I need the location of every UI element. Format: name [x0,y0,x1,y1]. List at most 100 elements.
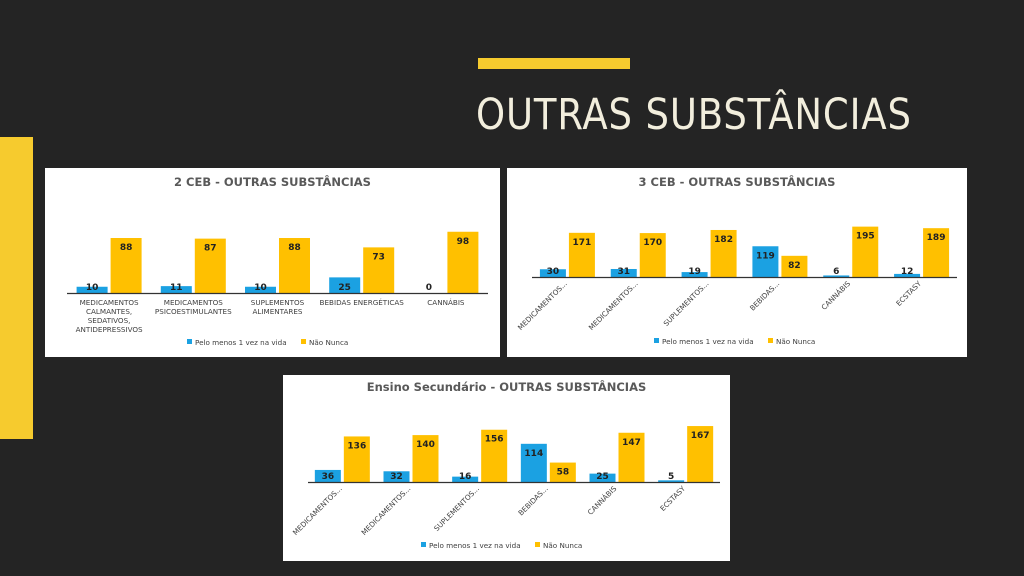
data-label: 12 [901,267,914,277]
bar-nao-nunca [852,226,879,277]
bar-nao-nunca [923,228,950,277]
category-label: ECSTASY [658,484,687,513]
bar-nao-nunca [194,238,226,293]
data-label: 119 [756,251,775,261]
bar-pelo-menos [245,286,276,293]
bar-nao-nunca [549,462,576,482]
data-label: 88 [288,243,301,253]
accent-bar-top [478,58,630,69]
legend-label: Não Nunca [543,541,582,550]
bar-pelo-menos [752,246,779,277]
chart-title: 3 CEB - OUTRAS SUBSTÂNCIAS [639,174,836,189]
legend-label: Pelo menos 1 vez na vida [195,338,287,347]
slide-title: OUTRAS SUBSTÂNCIAS [476,90,912,140]
category-label: MEDICAMENTOS... [291,484,344,537]
bar-pelo-menos [383,471,410,482]
bar-pelo-menos [329,277,361,293]
bar-pelo-menos [823,275,850,277]
category-label: CANNÁBIS [819,279,852,312]
bar-pelo-menos [314,469,341,482]
bar-nao-nunca [639,233,666,277]
legend-swatch [654,338,659,343]
category-label: MEDICAMENTOS... [587,279,640,332]
bar-nao-nunca [568,232,595,277]
data-label: 30 [547,267,560,277]
bar-pelo-menos [610,268,637,277]
data-label: 58 [557,468,570,478]
bar-pelo-menos [160,286,192,293]
data-label: 0 [426,283,432,293]
bar-nao-nunca [618,432,645,482]
legend-label: Não Nunca [776,337,815,346]
data-label: 6 [833,267,839,277]
category-label: BEBIDAS... [748,279,781,312]
bar-pelo-menos [520,443,547,482]
data-label: 136 [347,441,366,451]
data-label: 114 [524,449,543,459]
bar-pelo-menos [658,480,685,482]
data-label: 32 [390,472,403,482]
data-label: 10 [254,283,267,293]
data-label: 73 [372,252,385,262]
legend-swatch [421,542,426,547]
bar-nao-nunca [110,238,142,293]
data-label: 82 [788,261,801,271]
legend-label: Não Nunca [309,338,348,347]
accent-bar-left [0,137,33,439]
data-label: 5 [668,472,674,482]
category-label: SUPLEMENTOS... [432,484,481,533]
data-label: 167 [691,431,710,441]
chart-3ceb: 3 CEB - OUTRAS SUBSTÂNCIAS 30 171 MEDICAMEN… [516,174,957,346]
bar-pelo-menos [539,269,566,277]
data-label: 36 [322,472,335,482]
data-label: 16 [459,472,472,482]
category-label: MEDICAMENTOS... [359,484,412,537]
data-label: 171 [573,238,592,248]
chart-secundario: Ensino Secundário - OUTRAS SUBSTÂNCIAS 36… [291,379,720,550]
chart-panel-2ceb: 2 CEB - OUTRAS SUBSTÂNCIAS 10 88 MEDICAMENT… [45,168,500,357]
data-label: 19 [688,267,701,277]
bar-nao-nunca [781,255,808,277]
legend-swatch [187,339,192,344]
data-label: 10 [86,283,99,293]
chart-panel-3ceb: 3 CEB - OUTRAS SUBSTÂNCIAS 30 171 MEDICAMEN… [507,168,967,357]
category-label: MEDICAMENTOS... [516,279,569,332]
category-label: CANNÁBIS [427,298,465,307]
bar-nao-nunca [363,247,395,293]
data-label: 88 [120,243,133,253]
category-label: MEDICAMENTOS PSICOESTIMULANTES [155,298,232,316]
data-label: 11 [170,283,183,293]
data-label: 170 [643,238,662,248]
data-label: 31 [617,267,630,277]
bar-nao-nunca [279,238,310,293]
bar-nao-nunca [481,429,508,482]
legend-label: Pelo menos 1 vez na vida [429,541,521,550]
data-label: 87 [204,244,217,254]
bar-pelo-menos [681,272,708,277]
category-label: SUPLEMENTOS ALIMENTARES [251,298,305,316]
legend-label: Pelo menos 1 vez na vida [662,337,754,346]
data-label: 25 [338,283,351,293]
data-label: 25 [596,472,609,482]
category-label: BEBIDAS... [516,484,549,517]
category-label: SUPLEMENTOS... [661,279,710,328]
chart-title: Ensino Secundário - OUTRAS SUBSTÂNCIAS [367,379,647,394]
bar-pelo-menos [894,273,921,277]
bar-pelo-menos [76,286,108,293]
category-label: CANNÁBIS [586,484,619,517]
data-label: 147 [622,438,641,448]
data-label: 189 [927,233,946,243]
bar-nao-nunca [447,231,479,293]
legend-swatch [768,338,773,343]
bar-nao-nunca [687,426,714,482]
category-label: ECSTASY [894,279,923,308]
bar-pelo-menos [589,473,616,482]
bar-pelo-menos [452,476,479,482]
bar-nao-nunca [412,435,439,482]
category-label: BEBIDAS ENERGÉTICAS [320,298,405,307]
legend-swatch [301,339,306,344]
category-label: MEDICAMENTOS CALMANTES, SEDATIVOS, ANTIDEPR… [76,298,143,334]
data-label: 140 [416,440,435,450]
data-label: 98 [457,237,470,247]
chart-panel-secundario: Ensino Secundário - OUTRAS SUBSTÂNCIAS 36… [283,375,730,561]
